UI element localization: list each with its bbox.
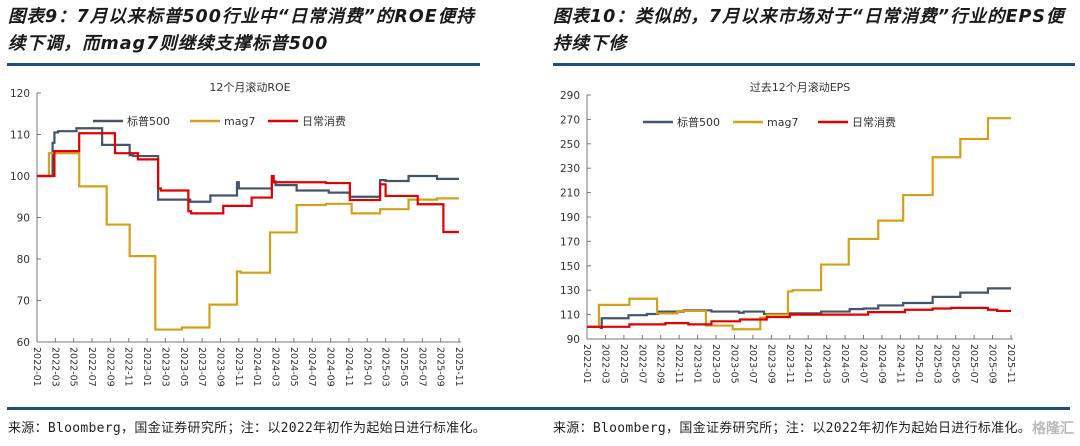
left-figure-title: 图表9：7月以来标普500行业中“日常消费”的ROE便持续下调，而mag7则继续…: [8, 7, 475, 54]
x-tick-label: 2025-03: [931, 344, 942, 384]
x-tick-label: 2023-09: [765, 344, 776, 384]
legend-label-consumer: 日常消费: [302, 114, 346, 128]
x-tick-label: 2024-09: [876, 344, 887, 384]
x-tick-label: 2025-07: [416, 347, 427, 387]
y-tick-label: 80: [17, 254, 30, 266]
x-tick-label: 2022-09: [655, 344, 666, 384]
x-tick-label: 2022-01: [581, 344, 592, 384]
y-tick-label: 270: [560, 114, 580, 126]
footer-rule: [7, 407, 1070, 410]
x-tick-label: 2023-05: [178, 347, 189, 387]
x-tick-label: 2024-07: [306, 347, 317, 387]
right-source-note: 来源：Bloomberg，国金证券研究所；注：以2022年初作为起始日进行标准化…: [553, 421, 1032, 436]
x-tick-label: 2023-11: [233, 347, 244, 387]
y-tick-label: 190: [560, 212, 580, 224]
x-tick-label: 2023-09: [214, 347, 225, 387]
watermark-logo: 格隆汇: [1032, 421, 1074, 437]
series-line-sp500: [587, 287, 1011, 330]
x-tick-label: 2024-11: [343, 347, 354, 387]
right-figure-title: 图表10：类似的，7月以来市场对于“日常消费”行业的EPS便持续下修: [553, 7, 1065, 54]
x-tick-label: 2023-03: [159, 347, 170, 387]
x-tick-label: 2023-11: [784, 344, 795, 384]
x-tick-label: 2024-01: [251, 347, 262, 387]
legend-label-sp500: 标普500: [127, 114, 170, 128]
x-tick-label: 2023-03: [710, 344, 721, 384]
series-line-sp500: [37, 127, 459, 203]
x-tick-label: 2024-03: [821, 344, 832, 384]
chart-title: 12个月滚动ROE: [209, 80, 290, 94]
x-tick-label: 2025-11: [1005, 344, 1016, 384]
y-tick-label: 90: [567, 334, 580, 346]
x-tick-label: 2022-01: [31, 347, 42, 387]
series-line-consumer: [587, 306, 1011, 328]
chart-title: 过去12个月滚动EPS: [750, 80, 851, 94]
x-tick-label: 2022-07: [636, 344, 647, 384]
x-tick-label: 2025-05: [950, 344, 961, 384]
y-tick-label: 70: [17, 296, 30, 308]
x-tick-label: 2024-11: [894, 344, 905, 384]
x-tick-label: 2025-09: [987, 344, 998, 384]
x-tick-label: 2023-01: [692, 344, 703, 384]
roe-chart: 12个月滚动ROE 60 70 80 90 100 110 120 2022-01 2022-03…: [10, 80, 464, 387]
x-tick-label: 2022-05: [68, 347, 79, 387]
x-tick-label: 2024-05: [839, 344, 850, 384]
x-tick-label: 2025-01: [913, 344, 924, 384]
y-tick-label: 150: [560, 261, 580, 273]
y-tick-label: 170: [560, 236, 580, 248]
x-tick-label: 2024-01: [802, 344, 813, 384]
x-tick-label: 2023-05: [728, 344, 739, 384]
y-tick-label: 250: [560, 139, 580, 151]
eps-chart: 过去12个月滚动EPS 90 110 130 150 170 190 210 230 250 270…: [560, 80, 1016, 384]
x-tick-label: 2025-11: [453, 347, 464, 387]
x-tick-label: 2024-03: [270, 347, 281, 387]
y-tick-label: 100: [10, 171, 30, 183]
legend-label-mag7: mag7: [224, 115, 255, 128]
x-tick-label: 2022-03: [599, 344, 610, 384]
x-tick-label: 2024-07: [858, 344, 869, 384]
x-tick-label: 2022-11: [123, 347, 134, 387]
x-tick-label: 2024-09: [325, 347, 336, 387]
legend-label-consumer: 日常消费: [852, 115, 896, 129]
x-tick-label: 2025-07: [968, 344, 979, 384]
x-tick-label: 2025-01: [361, 347, 372, 387]
series-line-mag7: [37, 152, 459, 331]
x-tick-label: 2023-01: [141, 347, 152, 387]
series-line-consumer: [37, 132, 459, 234]
x-tick-label: 2025-09: [435, 347, 446, 387]
x-tick-label: 2022-09: [104, 347, 115, 387]
x-tick-label: 2022-07: [86, 347, 97, 387]
y-tick-label: 60: [17, 337, 30, 349]
y-tick-label: 120: [10, 88, 30, 100]
x-tick-label: 2022-03: [49, 347, 60, 387]
y-tick-label: 110: [10, 130, 30, 142]
series-line-mag7: [587, 117, 1011, 331]
x-tick-label: 2025-05: [398, 347, 409, 387]
x-tick-label: 2022-05: [618, 344, 629, 384]
y-tick-label: 90: [17, 213, 30, 225]
x-tick-label: 2023-07: [747, 344, 758, 384]
x-tick-label: 2022-11: [673, 344, 684, 384]
y-tick-label: 290: [560, 90, 580, 102]
x-tick-label: 2023-07: [196, 347, 207, 387]
x-tick-label: 2025-03: [380, 347, 391, 387]
legend-label-mag7: mag7: [767, 116, 798, 129]
x-tick-label: 2024-05: [288, 347, 299, 387]
y-tick-label: 230: [560, 163, 580, 175]
left-top-rule: [7, 63, 480, 66]
legend-label-sp500: 标普500: [677, 115, 720, 129]
y-tick-label: 110: [560, 310, 580, 322]
y-tick-label: 130: [560, 285, 580, 297]
y-tick-label: 210: [560, 188, 580, 200]
right-top-rule: [553, 63, 1075, 66]
left-source-note: 来源：Bloomberg，国金证券研究所；注：以2022年初作为起始日进行标准化…: [8, 421, 487, 436]
